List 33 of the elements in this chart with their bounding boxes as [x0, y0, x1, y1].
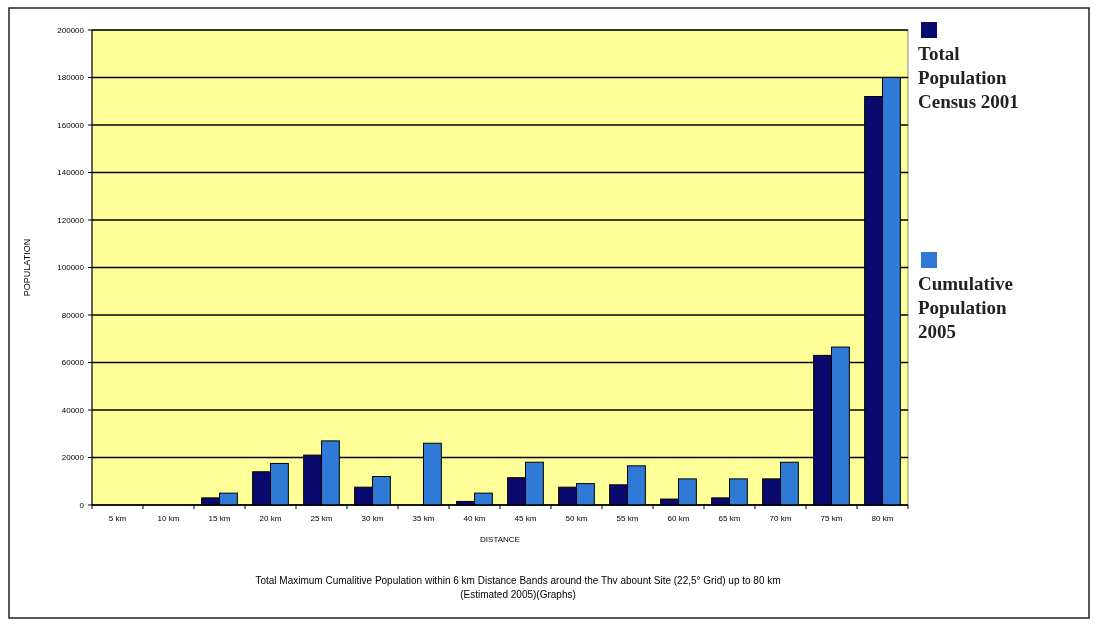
x-tick-label: 25 km — [310, 514, 333, 523]
y-tick-label: 0 — [79, 500, 85, 510]
x-tick-label: 5 km — [108, 514, 127, 523]
y-tick-label: 80000 — [61, 310, 85, 320]
x-axis-title: DISTANCE — [480, 535, 520, 544]
x-tick-label: 55 km — [616, 514, 639, 523]
y-tick-label: 200000 — [57, 25, 85, 35]
y-tick-label: 60000 — [61, 358, 85, 368]
x-tick-label: 50 km — [565, 514, 588, 523]
text: Total Maximum Cumalitive Population within 6 km Distance Bands around the Thv abount Site (22,5° Grid) up to 80 km — [255, 575, 781, 586]
legend-label: Total Population Census 2001 — [918, 43, 1019, 112]
x-tick-label: 70 km — [769, 514, 792, 523]
x-tick-label: 30 km — [361, 514, 384, 523]
x-tick-label: 15 km — [208, 514, 231, 523]
text: (Estimated 2005)(Graphs) — [460, 589, 576, 600]
x-tick-label: 65 km — [718, 514, 741, 523]
x-tick-label: 45 km — [514, 514, 537, 523]
y-tick-label: 180000 — [57, 73, 85, 83]
y-tick-label: 40000 — [61, 405, 85, 415]
x-tick-label: 75 km — [820, 514, 843, 523]
x-tick-label: 35 km — [412, 514, 435, 523]
y-axis-title: POPULATION — [22, 238, 32, 297]
y-tick-label: 160000 — [57, 120, 85, 130]
x-tick-label: 40 km — [463, 514, 486, 523]
x-tick-label: 10 km — [157, 514, 180, 523]
x-tick-label: 60 km — [667, 514, 690, 523]
y-tick-label: 100000 — [57, 263, 85, 273]
x-tick-label: 80 km — [871, 514, 894, 523]
y-tick-label: 120000 — [57, 215, 85, 225]
y-tick-label: 140000 — [57, 168, 85, 178]
y-tick-label: 20000 — [61, 453, 85, 463]
legend-label: Cumulative Population 2005 — [918, 273, 1013, 342]
x-tick-label: 20 km — [259, 514, 282, 523]
